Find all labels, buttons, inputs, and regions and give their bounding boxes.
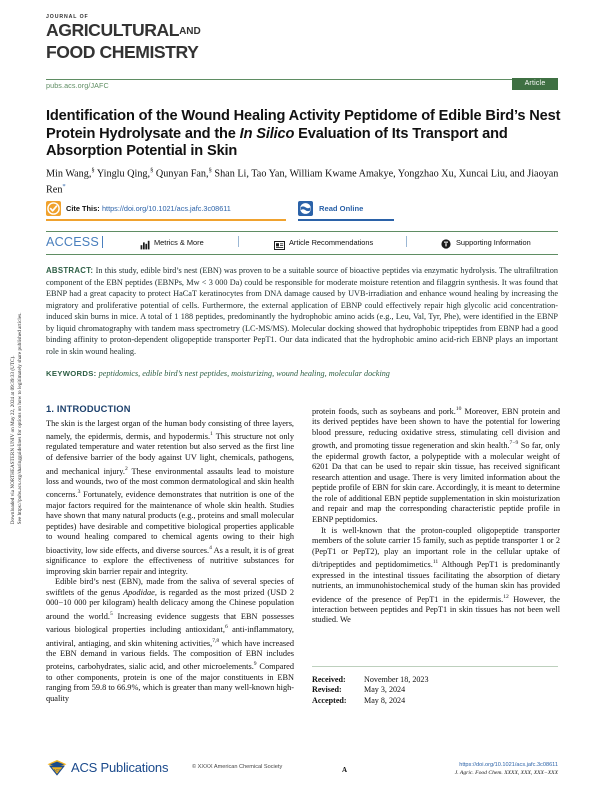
journal-masthead: JOURNAL OF AGRICULTURALAND FOOD CHEMISTR… [46, 14, 201, 62]
received-label: Received: [312, 675, 346, 684]
intro-paragraph-4: It is well-known that the proton-coupled… [312, 526, 560, 626]
metrics-icon [140, 237, 150, 255]
check-circle-icon [46, 201, 61, 216]
journal-of-label: JOURNAL OF [46, 14, 89, 20]
p2-d: anti-inflammatory, antiviral, antiaging,… [46, 624, 294, 648]
p4-b: Although PepT1 is predominantly expresse… [312, 559, 560, 604]
journal-title-line1: AGRICULTURAL [46, 20, 180, 40]
read-online-underline [298, 218, 394, 222]
ref-10: 10 [455, 406, 462, 412]
page-number: A [342, 766, 348, 774]
p1-a: The skin is the largest organ of the hum… [46, 418, 294, 441]
ref-4: 4 [209, 544, 212, 551]
p1-e: As a result, it is of great significance… [46, 545, 295, 576]
abstract: ABSTRACT: In this study, edible bird’s n… [46, 265, 558, 357]
p1-d: Fortunately, evidence demonstrates that … [46, 490, 294, 555]
journal-title-line2: FOOD CHEMISTRY [46, 42, 199, 63]
dates-divider [312, 666, 558, 667]
read-online-icon[interactable] [298, 201, 313, 216]
p3-a: protein foods, such as soybeans and pork… [312, 406, 456, 416]
p2-f: Compared to other components, protein is… [46, 662, 294, 703]
p3-c: So far, only the epidermal growth factor… [312, 441, 561, 524]
revised-row: Revised: May 3, 2024 [312, 685, 512, 695]
abstract-body: In this study, edible bird’s nest (EBN) … [46, 266, 558, 356]
p1-b: This structure not only regulated temper… [46, 431, 295, 476]
access-divider-1 [238, 236, 239, 247]
masthead-divider [46, 79, 558, 81]
access-bar-mark [102, 236, 104, 248]
svg-text:ACS: ACS [54, 768, 62, 772]
column-left: 1. INTRODUCTION The skin is the largest … [46, 404, 294, 704]
p2-b: , is regarded as the most prized (USD 2 … [46, 587, 294, 621]
ref-11: 11 [432, 559, 439, 566]
supporting-information-icon [441, 236, 451, 254]
footer-doi-link[interactable]: https://doi.org/10.1021/acs.jafc.3c08611 [459, 762, 558, 768]
publication-dates: Received: November 18, 2023 Revised: May… [312, 675, 512, 706]
p2-italic: Apodidae [123, 587, 155, 597]
metrics-and-more-link[interactable]: Metrics & More [154, 238, 204, 247]
received-row: Received: November 18, 2023 [312, 675, 512, 685]
p4-c: However, the interaction between peptide… [312, 594, 560, 625]
p3-b: Moreover, EBN protein and its derived pe… [312, 406, 560, 451]
section-heading-introduction: 1. INTRODUCTION [46, 404, 131, 414]
keywords: KEYWORDS: peptidomics, edible bird’s nes… [46, 369, 558, 378]
download-notice-line2: See https://pubs.acs.org/sharingguidelin… [17, 312, 23, 525]
ref-2: 2 [124, 465, 128, 472]
read-online-link[interactable]: Read Online [319, 204, 364, 213]
footer-journal-citation: J. Agric. Food Chem. XXXX, XXX, XXX−XXX [454, 770, 558, 776]
p2-c: Increasing evidence suggests that EBN po… [46, 611, 294, 634]
p2-a: Edible bird’s nest (EBN), made from the … [46, 577, 294, 597]
acs-publications-label: ACS Publications [71, 760, 169, 775]
article-recommendations-link[interactable]: Article Recommendations [289, 238, 374, 247]
ref-7-8: 7,8 [212, 637, 220, 644]
page-title: Identification of the Wound Healing Acti… [46, 108, 566, 161]
access-divider-2 [406, 236, 407, 247]
pubs-url[interactable]: pubs.acs.org/JAFC [46, 81, 109, 90]
author-list: Min Wang,§ Yinglu Qing,§ Qunyan Fan,§ Sh… [46, 167, 559, 196]
p4-a: It is well-known that the proton-coupled… [312, 525, 560, 569]
intro-paragraph-1: The skin is the largest organ of the hum… [46, 419, 294, 578]
accepted-value: May 8, 2024 [364, 695, 406, 705]
journal-title-and: AND [179, 26, 201, 37]
keywords-heading: KEYWORDS: [46, 369, 97, 378]
ref-9: 9 [253, 661, 257, 668]
ref-5: 5 [110, 610, 113, 617]
column-right: protein foods, such as soybeans and pork… [312, 404, 560, 626]
ref-1: 1 [210, 431, 213, 438]
received-value: November 18, 2023 [364, 675, 429, 684]
cite-bar: Cite This: https://doi.org/10.1021/acs.j… [46, 199, 558, 223]
download-notice: Downloaded via NORTHEASTERN UNIV on May … [0, 0, 34, 795]
p1-c: These environmental assaults lead to moi… [46, 466, 294, 500]
footer-citation-block: https://doi.org/10.1021/acs.jafc.3c08611… [455, 761, 558, 777]
article-recommendations-icon [274, 237, 285, 255]
intro-paragraph-2: Edible bird’s nest (EBN), made from the … [46, 577, 294, 704]
copyright-notice: © XXXX American Chemical Society [192, 764, 283, 770]
cite-doi-link[interactable]: https://doi.org/10.1021/acs.jafc.3c08611 [102, 204, 231, 213]
title-italic: In Silico [239, 125, 295, 142]
supporting-information-link[interactable]: Supporting Information [456, 238, 531, 247]
access-label[interactable]: ACCESS [46, 235, 99, 249]
ref-3: 3 [77, 489, 81, 496]
title-part1: Identification of the Wound Healing Acti… [46, 108, 561, 142]
p2-e: which have increased the EBN demand in v… [46, 638, 294, 672]
accepted-label: Accepted: [312, 695, 347, 705]
accepted-row: Accepted: May 8, 2024 [312, 696, 512, 706]
journal-title: AGRICULTURALAND FOOD CHEMISTRY [46, 21, 201, 62]
abstract-heading: ABSTRACT: [46, 266, 94, 275]
ref-6: 6 [224, 624, 228, 631]
ref-12: 12 [503, 593, 509, 600]
keywords-list: peptidomics, edible bird’s nest peptides… [98, 369, 390, 378]
cite-underline [46, 218, 286, 222]
acs-logo-icon: ACS [46, 759, 68, 777]
intro-paragraph-3: protein foods, such as soybeans and pork… [312, 404, 560, 526]
revised-label: Revised: [312, 685, 342, 695]
revised-value: May 3, 2024 [364, 685, 406, 695]
article-type-badge: Article [512, 78, 558, 90]
title-part2: Evaluation of Its Transport and Absorpti… [46, 125, 508, 160]
cite-this-label: Cite This: [66, 204, 100, 213]
ref-7-9: 7−9 [509, 440, 519, 447]
page-footer: ACS ACS Publications © XXXX American Che… [46, 755, 558, 785]
access-bar: ACCESS Metrics & More Article Recommenda… [46, 231, 558, 255]
